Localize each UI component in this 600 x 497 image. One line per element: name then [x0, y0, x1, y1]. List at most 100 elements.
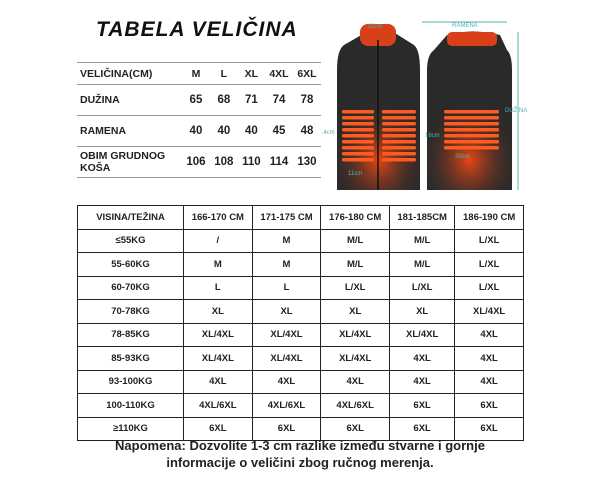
heating-pad-strip: [342, 146, 374, 150]
back-pad-height-label: 16cm: [425, 133, 440, 139]
heating-pad-strip: [342, 116, 374, 120]
collar-label: 22cm: [368, 24, 383, 30]
table-cell: XL: [389, 299, 456, 324]
column-header: XL: [237, 62, 265, 85]
heating-pad-strip: [382, 140, 416, 144]
table-cell: XL/4XL: [183, 322, 253, 347]
heating-pad-strip: [342, 158, 374, 162]
row-label: 100-110KG: [77, 393, 184, 418]
row-label: DUŽINA: [77, 84, 182, 116]
table-row: 93-100KG 4XL 4XL 4XL 4XL 4XL: [77, 369, 524, 394]
table-cell: 6XL: [320, 416, 391, 441]
heating-pad-strip: [342, 152, 374, 156]
table-cell: L: [251, 275, 322, 300]
table-cell: 6XL: [251, 416, 322, 441]
note-text: Napomena: Dozvolite 1-3 cm razlike izmeđ…: [115, 438, 485, 470]
table-row: 55-60KG M M M/L M/L L/XL: [77, 252, 524, 277]
table-header-row: VELIČINA(CM) M L XL 4XL 6XL: [77, 62, 321, 85]
heating-pad-strip: [342, 110, 374, 114]
row-label: 70-78KG: [77, 299, 184, 324]
length-label: DUŽINA: [505, 106, 527, 114]
table-cell: 108: [209, 146, 238, 178]
table-cell: 4XL: [389, 369, 456, 394]
table-cell: XL/4XL: [183, 346, 253, 371]
table-cell: XL: [320, 299, 391, 324]
table-header-row: VISINA/TEŽINA 166-170 CM 171-175 CM 176-180…: [77, 205, 524, 230]
heating-pad-strip: [382, 152, 416, 156]
heating-pad-strip: [444, 110, 499, 114]
table-cell: 40: [182, 115, 210, 147]
heating-pad-strip: [342, 122, 374, 126]
table-cell: XL: [183, 299, 253, 324]
table-cell: 130: [292, 146, 321, 178]
table-cell: 4XL: [454, 346, 524, 371]
heating-pad-strip: [382, 110, 416, 114]
table-row: 85-93KG XL/4XL XL/4XL XL/4XL 4XL 4XL: [77, 346, 524, 371]
table-cell: L: [183, 275, 253, 300]
table-cell: 6XL: [454, 393, 524, 418]
row-label: ≤55KG: [77, 228, 184, 253]
table-cell: 4XL: [183, 369, 253, 394]
table-cell: M: [251, 252, 322, 277]
table-cell: M/L: [389, 228, 456, 253]
column-header: 4XL: [264, 62, 293, 85]
row-label: 85-93KG: [77, 346, 184, 371]
front-pad-height-label: 14cm: [322, 130, 335, 136]
table-cell: L/XL: [454, 252, 524, 277]
table-cell: XL/4XL: [251, 322, 322, 347]
table-row: ≥110KG 6XL 6XL 6XL 6XL 6XL: [77, 416, 524, 441]
heating-pad-strip: [444, 134, 499, 138]
table-cell: 4XL: [389, 346, 456, 371]
table-cell: 6XL: [389, 393, 456, 418]
table-cell: M/L: [320, 228, 391, 253]
front-vest: 22cm 14cm 11cm: [322, 24, 420, 190]
table-cell: 68: [209, 84, 238, 116]
row-label: 78-85KG: [77, 322, 184, 347]
table-row: 78-85KG XL/4XL XL/4XL XL/4XL XL/4XL 4XL: [77, 322, 524, 347]
table-cell: 45: [264, 115, 293, 147]
table-cell: 110: [237, 146, 265, 178]
heating-pad-strip: [382, 122, 416, 126]
table-cell: 4XL: [454, 322, 524, 347]
table-row: 70-78KG XL XL XL XL XL/4XL: [77, 299, 524, 324]
table-cell: 4XL/6XL: [183, 393, 253, 418]
size-measurement-table: VELIČINA(CM) M L XL 4XL 6XL DUŽINA 65 68 71 74 78 RA…: [77, 62, 321, 178]
table-cell: M: [251, 228, 322, 253]
table-row: 100-110KG 4XL/6XL 4XL/6XL 4XL/6XL 6XL 6XL: [77, 393, 524, 418]
table-cell: XL/4XL: [320, 322, 391, 347]
heating-pad-strip: [444, 146, 499, 150]
column-header: 186-190 CM: [454, 205, 524, 230]
column-header: 176-180 CM: [320, 205, 391, 230]
heating-pad-strip: [382, 116, 416, 120]
table-row: RAMENA 40 40 40 45 48: [77, 115, 321, 147]
table-cell: L/XL: [454, 228, 524, 253]
column-header: 181-185CM: [389, 205, 456, 230]
table-row: OBIM GRUDNOG KOŠA 106 108 110 114 130: [77, 146, 321, 178]
table-cell: XL: [251, 299, 322, 324]
table-cell: 78: [292, 84, 321, 116]
table-cell: 4XL: [320, 369, 391, 394]
column-header: 6XL: [292, 62, 321, 85]
column-header: L: [209, 62, 238, 85]
table-cell: XL/4XL: [251, 346, 322, 371]
table-cell: M: [183, 252, 253, 277]
heating-pad-strip: [444, 140, 499, 144]
table-cell: 65: [182, 84, 210, 116]
table-cell: XL/4XL: [389, 322, 456, 347]
heating-pad-strip: [342, 140, 374, 144]
table-cell: 4XL/6XL: [251, 393, 322, 418]
column-header: 166-170 CM: [183, 205, 253, 230]
table-cell: 74: [264, 84, 293, 116]
size-fit-table: VISINA/TEŽINA 166-170 CM 171-175 CM 176-180…: [77, 205, 524, 441]
table-cell: 40: [209, 115, 238, 147]
table-cell: 71: [237, 84, 265, 116]
column-header: VELIČINA(CM): [77, 62, 182, 85]
table-cell: /: [183, 228, 253, 253]
table-cell: 114: [264, 146, 293, 178]
heating-pad-strip: [382, 128, 416, 132]
table-row: 60-70KG L L L/XL L/XL L/XL: [77, 275, 524, 300]
table-row: ≤55KG / M M/L M/L L/XL: [77, 228, 524, 253]
heating-pad-strip: [444, 128, 499, 132]
table-cell: M/L: [389, 252, 456, 277]
heating-pad-strip: [382, 158, 416, 162]
